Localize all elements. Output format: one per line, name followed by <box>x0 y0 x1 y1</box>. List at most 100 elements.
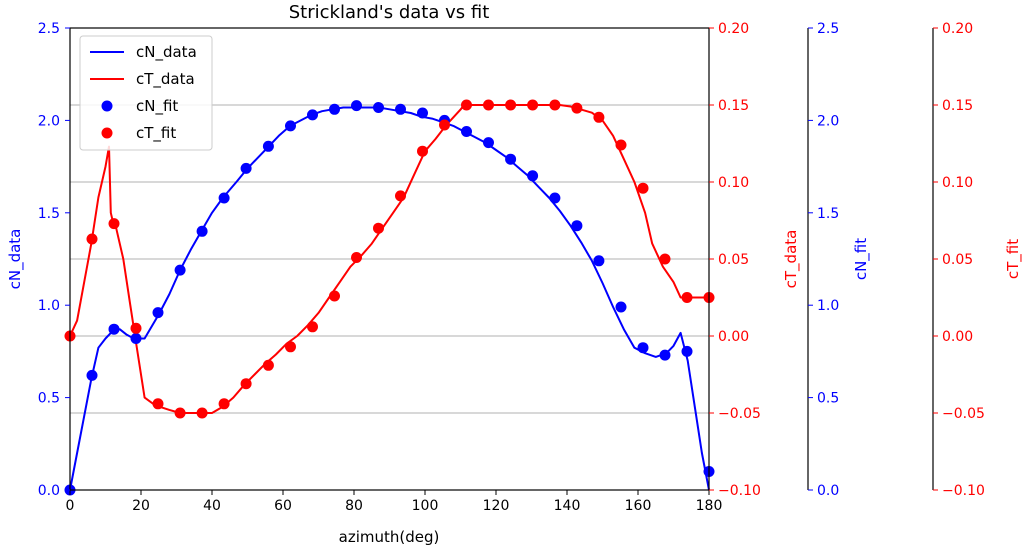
y-tick-label-cN_data: 0.5 <box>38 391 60 407</box>
y-tick-label-cT_fit: 0.20 <box>942 21 973 37</box>
data-point-cN_fit <box>263 141 274 152</box>
data-point-cT_fit <box>417 146 428 157</box>
x-tick-label: 100 <box>412 498 439 514</box>
y-tick-label-cT_fit: −0.05 <box>942 406 985 422</box>
data-point-cN_fit <box>87 370 98 381</box>
legend-label-cT_fit: cT_fit <box>136 124 176 143</box>
x-tick-label: 120 <box>483 498 510 514</box>
data-point-cN_fit <box>660 350 671 361</box>
data-point-cN_fit <box>285 120 296 131</box>
data-point-cT_fit <box>241 378 252 389</box>
data-point-cN_fit <box>682 346 693 357</box>
y-axis-title-cT_data: cT_data <box>782 230 801 289</box>
y-tick-label-cT_data: 0.00 <box>718 329 749 345</box>
y-tick-label-cT_data: −0.05 <box>718 406 761 422</box>
y-axis-title-cN_data: cN_data <box>6 229 25 290</box>
data-point-cN_fit <box>417 108 428 119</box>
data-point-cT_fit <box>461 100 472 111</box>
chart-title: Strickland's data vs fit <box>289 2 490 23</box>
data-point-cT_fit <box>109 218 120 229</box>
y-tick-label-cT_fit: 0.00 <box>942 329 973 345</box>
y-tick-label-cN_fit: 2.0 <box>817 113 839 129</box>
data-point-cN_fit <box>638 342 649 353</box>
y-tick-label-cN_fit: 0.5 <box>817 391 839 407</box>
data-point-cT_fit <box>219 398 230 409</box>
data-point-cN_fit <box>241 163 252 174</box>
data-point-cT_fit <box>373 223 384 234</box>
data-point-cN_fit <box>527 170 538 181</box>
data-point-cN_fit <box>175 265 186 276</box>
y-tick-label-cN_fit: 1.5 <box>817 206 839 222</box>
y-tick-label-cN_data: 1.0 <box>38 298 60 314</box>
data-point-cN_fit <box>373 102 384 113</box>
data-point-cT_fit <box>571 103 582 114</box>
data-point-cT_fit <box>395 190 406 201</box>
data-point-cN_fit <box>351 100 362 111</box>
x-tick-label: 60 <box>274 498 292 514</box>
data-point-cT_fit <box>593 112 604 123</box>
y-tick-label-cN_fit: 1.0 <box>817 298 839 314</box>
data-point-cT_fit <box>197 408 208 419</box>
y-tick-label-cT_data: 0.10 <box>718 175 749 191</box>
data-point-cT_fit <box>616 140 627 151</box>
y-tick-label-cT_data: 0.20 <box>718 21 749 37</box>
data-point-cN_fit <box>571 220 582 231</box>
data-point-cT_fit <box>505 100 516 111</box>
data-point-cT_fit <box>682 292 693 303</box>
data-point-cN_fit <box>307 109 318 120</box>
data-point-cT_fit <box>131 323 142 334</box>
data-point-cT_fit <box>351 252 362 263</box>
legend-label-cN_data: cN_data <box>136 43 197 62</box>
data-point-cN_fit <box>616 302 627 313</box>
data-point-cT_fit <box>439 120 450 131</box>
y-tick-label-cN_data: 1.5 <box>38 206 60 222</box>
data-point-cN_fit <box>483 137 494 148</box>
y-tick-label-cT_data: −0.10 <box>718 483 761 499</box>
data-point-cN_fit <box>131 333 142 344</box>
y-tick-label-cT_data: 0.15 <box>718 98 749 114</box>
data-point-cN_fit <box>153 307 164 318</box>
y-tick-label-cT_fit: 0.15 <box>942 98 973 114</box>
data-point-cT_fit <box>87 234 98 245</box>
data-point-cN_fit <box>219 193 230 204</box>
data-point-cT_fit <box>175 408 186 419</box>
x-tick-label: 140 <box>554 498 581 514</box>
data-point-cN_fit <box>593 255 604 266</box>
y-tick-label-cN_fit: 2.5 <box>817 21 839 37</box>
y-axis-title-cT_fit: cT_fit <box>1004 239 1023 279</box>
legend-marker-cT_fit <box>102 128 113 139</box>
data-point-cT_fit <box>660 254 671 265</box>
data-point-cT_fit <box>483 100 494 111</box>
data-point-cN_fit <box>461 126 472 137</box>
x-tick-label: 40 <box>203 498 221 514</box>
legend-label-cT_data: cT_data <box>136 70 195 89</box>
data-point-cT_fit <box>527 100 538 111</box>
data-point-cT_fit <box>638 183 649 194</box>
y-tick-label-cN_data: 0.0 <box>38 483 60 499</box>
x-tick-label: 80 <box>345 498 363 514</box>
x-tick-label: 180 <box>696 498 723 514</box>
y-tick-label-cN_fit: 0.0 <box>817 483 839 499</box>
legend: cN_data cT_data cN_fit cT_fit <box>80 36 212 150</box>
data-point-cT_fit <box>263 360 274 371</box>
data-point-cN_fit <box>549 193 560 204</box>
data-point-cN_fit <box>109 324 120 335</box>
data-point-cN_fit <box>197 226 208 237</box>
data-point-cT_fit <box>307 321 318 332</box>
data-point-cT_fit <box>285 341 296 352</box>
x-tick-label: 0 <box>66 498 75 514</box>
y-tick-label-cT_fit: −0.10 <box>942 483 985 499</box>
y-tick-label-cT_fit: 0.10 <box>942 175 973 191</box>
data-point-cT_fit <box>153 398 164 409</box>
legend-marker-cN_fit <box>102 101 113 112</box>
data-point-cN_fit <box>395 104 406 115</box>
x-tick-label: 160 <box>625 498 652 514</box>
y-tick-label-cT_data: 0.05 <box>718 252 749 268</box>
legend-label-cN_fit: cN_fit <box>136 97 178 116</box>
y-tick-label-cN_data: 2.5 <box>38 21 60 37</box>
data-point-cT_fit <box>329 291 340 302</box>
data-point-cN_fit <box>505 154 516 165</box>
data-point-cN_fit <box>329 104 340 115</box>
x-tick-label: 20 <box>132 498 150 514</box>
